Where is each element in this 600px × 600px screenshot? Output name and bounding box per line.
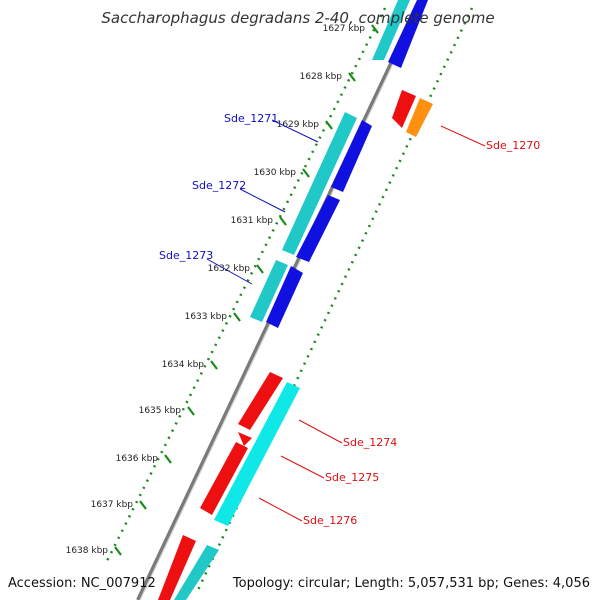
forward-gene-track	[174, 0, 410, 600]
gene-leader-line	[258, 497, 303, 522]
gene-leader-line	[440, 125, 486, 147]
kbp-tick	[210, 360, 218, 370]
kbp-tick	[279, 216, 287, 226]
gene-label-sde_1274[interactable]: Sde_1274	[343, 436, 397, 449]
cds-feature[interactable]	[266, 266, 303, 328]
kbp-tick	[164, 454, 172, 464]
kbp-tick	[325, 120, 333, 130]
kbp-tick-label: 1638 kbp	[66, 546, 109, 556]
kbp-tick	[256, 264, 264, 274]
gene-feature[interactable]	[406, 98, 433, 137]
kbp-tick-label: 1634 kbp	[162, 360, 205, 370]
kbp-tick	[302, 168, 310, 178]
kbp-tick-label: 1627 kbp	[323, 24, 366, 34]
cds-feature[interactable]	[296, 195, 340, 262]
kbp-tick-label: 1635 kbp	[139, 406, 182, 416]
cds-feature[interactable]	[200, 442, 248, 515]
kbp-tick	[371, 24, 379, 34]
gene-label-group: Sde_1271 Sde_1272 Sde_1273 Sde_1270 Sde_1274…	[159, 112, 540, 527]
gene-leader-line	[239, 188, 286, 213]
kbp-tick-label: 1629 kbp	[277, 120, 320, 130]
kbp-tick-label: 1633 kbp	[185, 312, 228, 322]
gene-feature[interactable]	[174, 545, 219, 600]
cds-feature[interactable]	[392, 90, 416, 128]
kbp-tick-label: 1632 kbp	[208, 264, 251, 274]
accession-text: Accession: NC_007912	[8, 576, 156, 591]
reverse-cds-track	[158, 90, 416, 600]
cds-feature[interactable]	[158, 535, 196, 600]
gene-feature[interactable]	[214, 382, 300, 526]
gene-feature[interactable]	[250, 260, 288, 322]
gene-feature[interactable]	[282, 112, 357, 255]
cds-feature[interactable]	[238, 372, 283, 430]
gene-feature[interactable]	[372, 0, 410, 60]
gene-label-sde_1276[interactable]: Sde_1276	[303, 514, 357, 527]
gene-label-sde_1270[interactable]: Sde_1270	[486, 139, 540, 152]
gene-leader-line	[206, 258, 253, 285]
kbp-tick-label: 1631 kbp	[231, 216, 274, 226]
gene-label-sde_1272[interactable]: Sde_1272	[192, 179, 246, 192]
tick-group: 1627 kbp 1628 kbp 1629 kbp 1630 kbp 1631 kbp…	[66, 24, 379, 556]
kbp-tick-label: 1637 kbp	[91, 500, 134, 510]
kbp-tick	[114, 546, 122, 556]
gene-leader-line	[298, 419, 343, 444]
genome-info-text: Topology: circular; Length: 5,057,531 bp…	[232, 576, 590, 591]
kbp-tick	[187, 406, 195, 416]
cds-feature[interactable]	[331, 120, 372, 192]
gene-label-sde_1273[interactable]: Sde_1273	[159, 249, 213, 262]
cds-feature[interactable]	[388, 0, 428, 68]
kbp-tick-label: 1628 kbp	[300, 72, 343, 82]
gene-leader-line	[271, 119, 319, 143]
kbp-tick-label: 1636 kbp	[116, 454, 159, 464]
forward-cds-track	[266, 0, 428, 328]
kbp-tick	[139, 500, 147, 510]
cds-feature[interactable]	[238, 432, 252, 446]
kbp-tick-label: 1630 kbp	[254, 168, 297, 178]
map-title: Saccharophagus degradans 2-40, complete …	[101, 9, 494, 27]
kbp-tick	[233, 312, 241, 322]
kbp-tick	[348, 72, 356, 82]
gene-leader-line	[280, 455, 325, 479]
reverse-gene-track	[214, 98, 433, 526]
gene-label-sde_1275[interactable]: Sde_1275	[325, 471, 379, 484]
gene-label-sde_1271[interactable]: Sde_1271	[224, 112, 278, 125]
